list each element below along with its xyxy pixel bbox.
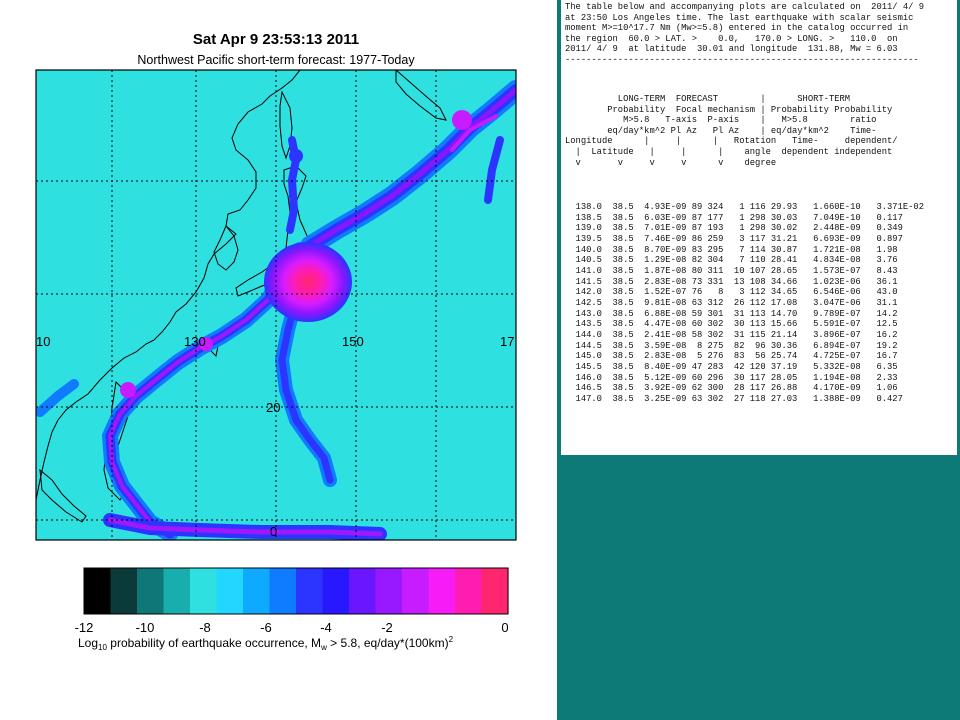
header-line: LONG-TERM FORECAST | SHORT-TERM	[565, 94, 851, 104]
intro-line: at 23:50 Los Angeles time. The last eart…	[565, 12, 914, 23]
colorbar-tick: -4	[320, 620, 332, 635]
table-row: 146.0 38.5 5.12E-09 60 296 30 117 28.05 …	[565, 372, 898, 383]
header-line: M>5.8 T-axis P-axis | M>5.8 ratio	[565, 115, 877, 126]
map-grid-labels: 10 130 150 17 20 0	[36, 334, 514, 539]
map-title: Sat Apr 9 23:53:13 2011	[193, 31, 359, 48]
colorbar-swatch	[349, 568, 377, 614]
table-body: 138.0 38.5 4.93E-09 89 324 1 116 29.93 1…	[565, 202, 924, 405]
table-row: 142.5 38.5 9.81E-08 63 312 26 112 17.08 …	[565, 298, 898, 309]
forecast-map-panel: Sat Apr 9 23:53:13 2011 Northwest Pacifi…	[0, 0, 557, 720]
table-row: 143.5 38.5 4.47E-08 60 302 30 113 15.66 …	[565, 319, 898, 330]
table-row: 139.0 38.5 7.01E-09 87 193 1 298 30.02 2…	[565, 223, 903, 234]
table-row: 143.0 38.5 6.88E-08 59 301 31 113 14.70 …	[565, 308, 898, 319]
table-row: 140.0 38.5 8.70E-09 83 295 7 114 30.87 1…	[565, 244, 898, 255]
lon-label-130: 130	[184, 334, 206, 349]
table-row: 140.5 38.5 1.29E-08 82 304 7 110 28.41 4…	[565, 255, 898, 266]
header-line: v v v v v degree	[565, 157, 777, 168]
table-row: 142.0 38.5 1.52E-07 76 8 3 112 34.65 6.5…	[565, 287, 898, 298]
colorbar-swatch	[110, 568, 138, 614]
intro-line: the region 60.0 > LAT. > 0.0, 170.0 > LO…	[565, 33, 898, 44]
map-content: 10 130 150 17 20 0	[36, 70, 516, 540]
lat-label-0: 0	[270, 524, 277, 539]
table-row: 146.5 38.5 3.92E-09 62 300 28 117 26.88 …	[565, 383, 898, 394]
colorbar-tick: -12	[75, 620, 94, 635]
colorbar-ticks: -12 -10 -8 -6 -4 -2 0	[75, 620, 509, 635]
table-row: 145.5 38.5 8.40E-09 47 283 42 120 37.19 …	[565, 362, 898, 373]
forecast-map-figure: Sat Apr 9 23:53:13 2011 Northwest Pacifi…	[35, 31, 517, 652]
colorbar-swatch	[190, 568, 218, 614]
colorbar-tick: -2	[381, 620, 393, 635]
mainland-coastline	[36, 70, 301, 501]
colorbar-swatch	[163, 568, 191, 614]
borneo-coastline	[39, 468, 87, 523]
colorbar-label: Log10 probability of earthquake occurren…	[78, 635, 454, 652]
colorbar-swatch	[428, 568, 456, 614]
colorbar	[84, 568, 509, 614]
table-row: 141.0 38.5 1.87E-08 80 311 10 107 28.65 …	[565, 266, 898, 277]
lon-label-150: 150	[342, 334, 364, 349]
colorbar-swatch	[84, 568, 112, 614]
colorbar-swatch	[216, 568, 244, 614]
kamchatka-coastline	[395, 70, 447, 121]
sakhalin-coastline	[279, 90, 293, 160]
lon-label-170: 17	[500, 334, 514, 349]
colorbar-swatch	[243, 568, 271, 614]
korea-coastline	[213, 225, 239, 271]
map-frame	[35, 69, 517, 541]
colorbar-tick: -6	[260, 620, 272, 635]
table-row: 144.5 38.5 3.59E-08 8 275 82 96 30.36 6.…	[565, 340, 898, 351]
colorbar-swatch	[375, 568, 403, 614]
map-graticule	[36, 70, 516, 540]
colorbar-swatch	[481, 568, 509, 614]
table-row: 145.0 38.5 2.83E-08 5 276 83 56 25.74 4.…	[565, 351, 898, 362]
lon-label-110: 10	[36, 334, 50, 349]
table-row: 147.0 38.5 3.25E-09 63 302 27 118 27.03 …	[565, 394, 903, 405]
map-subtitle: Northwest Pacific short-term forecast: 1…	[137, 53, 415, 67]
table-row: 138.0 38.5 4.93E-09 89 324 1 116 29.93 1…	[565, 202, 924, 212]
lat-label-20: 20	[266, 400, 280, 415]
divider-line: ----------------------------------------…	[565, 54, 919, 65]
hotspot-taiwan	[199, 337, 213, 351]
intro-line: 2011/ 4/ 9 at latitude 30.01 and longitu…	[565, 44, 898, 55]
forecast-table-panel: The table below and accompanying plots a…	[561, 0, 957, 455]
table-row: 139.5 38.5 7.46E-09 86 259 3 117 31.21 6…	[565, 234, 903, 245]
colorbar-swatch	[269, 568, 297, 614]
table-row: 138.5 38.5 6.03E-09 87 177 1 298 30.03 7…	[565, 212, 903, 223]
intro-text: The table below and accompanying plots a…	[565, 2, 924, 66]
hotspot-tohoku	[264, 242, 352, 322]
table-header: LONG-TERM FORECAST | SHORT-TERM Probabil…	[565, 94, 898, 168]
table-row: 144.0 38.5 2.41E-08 58 302 31 115 21.14 …	[565, 330, 898, 341]
colorbar-swatch	[137, 568, 165, 614]
colorbar-tick: -10	[136, 620, 155, 635]
hotspot-hokkaido	[289, 149, 303, 163]
colorbar-tick: -8	[199, 620, 211, 635]
header-line: | Latitude | | | angle dependent indepen…	[565, 146, 893, 157]
header-line: Probability Focal mechanism | Probabilit…	[565, 104, 893, 115]
intro-line: moment M>=10^17.7 Nm (Mw>=5.8) entered i…	[565, 23, 909, 34]
colorbar-swatch	[322, 568, 350, 614]
hotspot-kamchatka	[452, 110, 472, 130]
intro-line: The table below and accompanying plots a…	[565, 2, 924, 12]
colorbar-swatch	[455, 568, 483, 614]
colorbar-tick: 0	[501, 620, 508, 635]
colorbar-swatch	[402, 568, 430, 614]
table-row: 141.5 38.5 2.83E-08 73 331 13 108 34.66 …	[565, 276, 898, 287]
header-line: eq/day*km^2 Pl Az Pl Az | eq/day*km^2 Ti…	[565, 125, 877, 136]
header-line: Longitude | | | Rotation Time- dependent…	[565, 136, 898, 147]
colorbar-frame	[83, 567, 509, 615]
seismicity-bands	[36, 80, 516, 540]
colorbar-swatch	[296, 568, 324, 614]
hotspot-luzon	[120, 382, 136, 398]
